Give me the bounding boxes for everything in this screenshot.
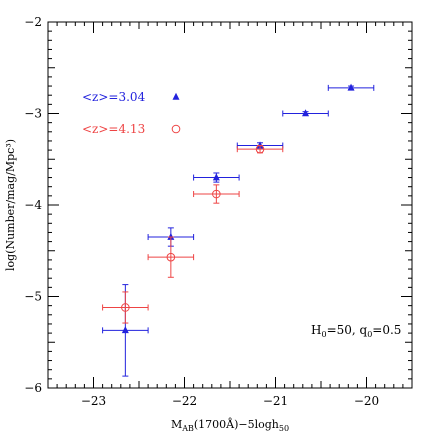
series-1 <box>102 83 375 377</box>
triangle-marker <box>212 173 220 181</box>
series-2 <box>102 144 284 324</box>
circle-marker <box>255 144 265 154</box>
circle-marker <box>166 252 176 262</box>
y-tick-label: −4 <box>24 198 42 212</box>
x-tick-label: −20 <box>354 394 379 408</box>
x-axis-label: MAB(1700Å)−5logh50 <box>171 417 289 433</box>
x-tick-label: −23 <box>81 394 106 408</box>
y-tick-label: −3 <box>24 107 42 121</box>
triangle-marker <box>347 83 355 91</box>
data-point <box>282 109 329 117</box>
triangle-marker <box>172 92 180 100</box>
x-tick-label: −22 <box>172 394 197 408</box>
tick-labels: −23 −22 −21 −20 −6 −5 −4 −3 −2 <box>24 15 379 408</box>
axis-ticks <box>48 22 412 388</box>
data-point <box>147 236 195 278</box>
triangle-marker <box>256 141 264 149</box>
data-point <box>102 291 149 324</box>
legend-label: <z>=3.04 <box>82 90 146 104</box>
data-point <box>236 144 284 154</box>
data-point <box>193 184 240 204</box>
data-point <box>327 83 375 91</box>
y-tick-label: −2 <box>24 15 42 29</box>
legend: <z>=3.04 <z>=4.13 <box>82 90 181 136</box>
data-series <box>102 83 375 377</box>
triangle-marker <box>302 109 310 117</box>
circle-marker <box>212 189 221 199</box>
circle-marker <box>171 124 181 134</box>
data-point <box>193 172 240 183</box>
model-parameters-annotation: H0=50, q0=0.5 <box>311 323 401 339</box>
y-tick-label: −5 <box>24 290 42 304</box>
circle-marker <box>121 303 130 312</box>
x-tick-label: −21 <box>263 394 288 408</box>
triangle-marker <box>167 232 175 240</box>
y-tick-label: −6 <box>24 381 42 395</box>
legend-label: <z>=4.13 <box>82 122 145 136</box>
triangle-marker <box>121 326 129 334</box>
y-axis-label: log(Number/mag/Mpc³) <box>4 139 17 271</box>
